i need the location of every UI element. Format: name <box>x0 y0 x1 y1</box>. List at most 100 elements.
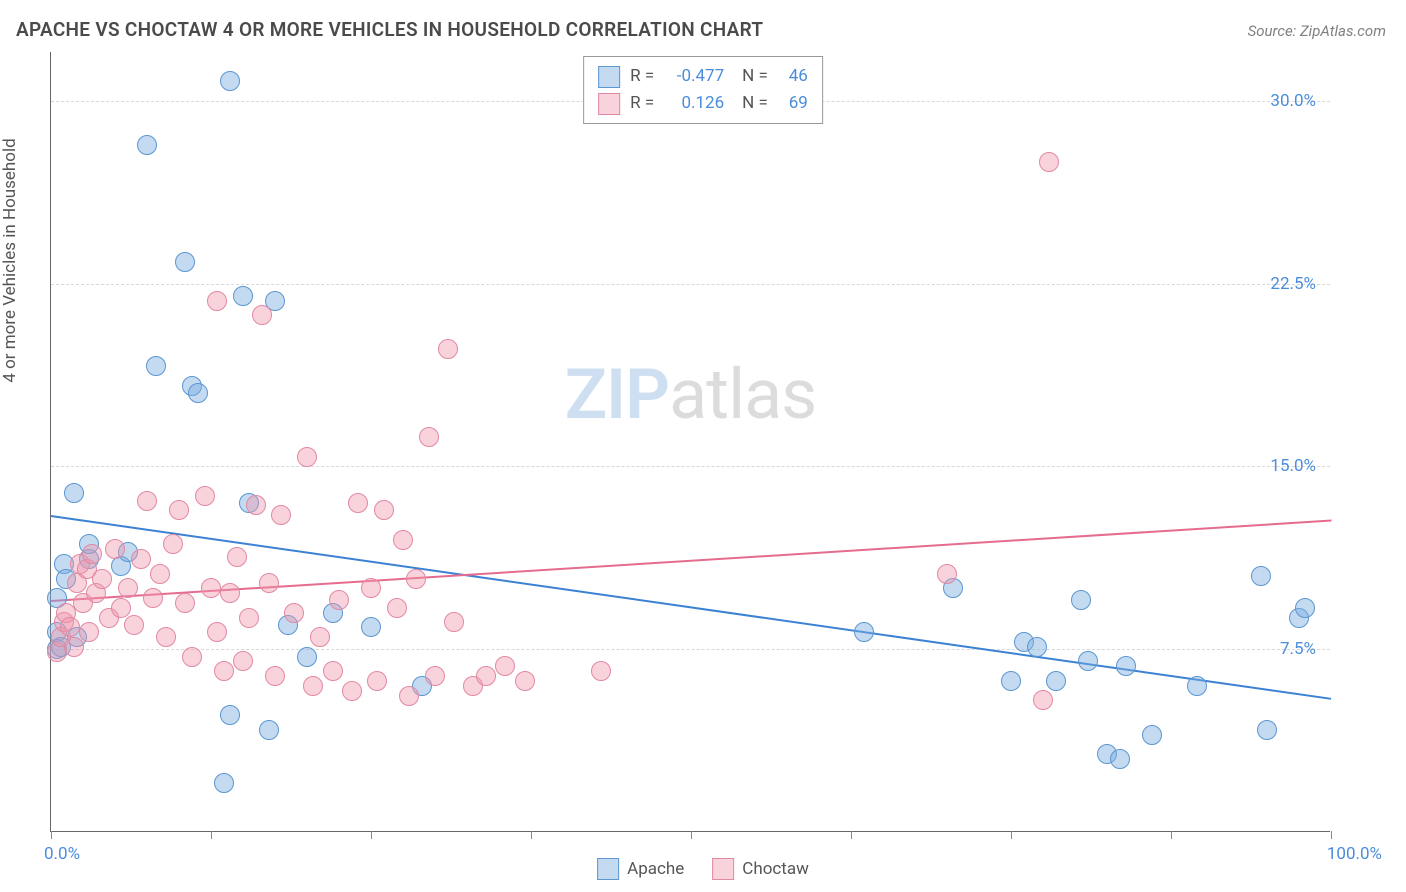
plot-area: ZIPatlas 7.5%15.0%22.5%30.0% <box>50 52 1330 832</box>
legend-swatch <box>598 93 620 115</box>
scatter-point-choctaw <box>937 564 957 584</box>
scatter-point-apache <box>188 383 208 403</box>
scatter-point-choctaw <box>374 500 394 520</box>
stat-n-label: N = <box>742 90 768 117</box>
scatter-point-apache <box>361 617 381 637</box>
stat-r-value: -0.477 <box>664 63 724 90</box>
scatter-point-choctaw <box>297 447 317 467</box>
legend-swatch <box>712 858 734 880</box>
scatter-point-choctaw <box>92 569 112 589</box>
scatter-point-choctaw <box>361 578 381 598</box>
scatter-point-choctaw <box>348 493 368 513</box>
scatter-point-apache <box>297 647 317 667</box>
scatter-point-choctaw <box>515 671 535 691</box>
scatter-point-choctaw <box>131 549 151 569</box>
scatter-point-choctaw <box>367 671 387 691</box>
scatter-point-apache <box>1001 671 1021 691</box>
scatter-point-apache <box>1046 671 1066 691</box>
scatter-point-choctaw <box>259 573 279 593</box>
y-tick-label: 22.5% <box>1270 274 1316 294</box>
scatter-point-apache <box>1116 656 1136 676</box>
scatter-point-apache <box>146 356 166 376</box>
legend-label: Apache <box>627 859 684 879</box>
scatter-point-choctaw <box>252 305 272 325</box>
scatter-point-choctaw <box>82 544 102 564</box>
trend-line-apache <box>51 515 1331 700</box>
scatter-point-choctaw <box>201 578 221 598</box>
scatter-point-choctaw <box>111 598 131 618</box>
scatter-point-choctaw <box>105 539 125 559</box>
scatter-point-choctaw <box>476 666 496 686</box>
stat-n-value: 69 <box>778 90 808 117</box>
scatter-point-choctaw <box>207 622 227 642</box>
scatter-point-apache <box>1142 725 1162 745</box>
scatter-point-choctaw <box>156 627 176 647</box>
y-axis-label: 4 or more Vehicles in Household <box>0 138 20 382</box>
scatter-point-choctaw <box>444 612 464 632</box>
scatter-point-choctaw <box>284 603 304 623</box>
x-axis-min-label: 0.0% <box>44 844 80 864</box>
scatter-point-apache <box>1187 676 1207 696</box>
scatter-point-choctaw <box>137 491 157 511</box>
stats-legend: R =-0.477N =46R =0.126N =69 <box>583 56 823 124</box>
scatter-point-choctaw <box>438 339 458 359</box>
scatter-point-choctaw <box>195 486 215 506</box>
y-tick-label: 30.0% <box>1270 91 1316 111</box>
scatter-point-choctaw <box>118 578 138 598</box>
stat-r-label: R = <box>630 90 654 117</box>
scatter-point-apache <box>64 483 84 503</box>
scatter-point-choctaw <box>265 666 285 686</box>
scatter-point-apache <box>1027 637 1047 657</box>
scatter-point-choctaw <box>175 593 195 613</box>
x-tick <box>851 831 852 839</box>
scatter-point-choctaw <box>233 651 253 671</box>
scatter-point-apache <box>137 135 157 155</box>
scatter-point-apache <box>1110 749 1130 769</box>
scatter-point-choctaw <box>124 615 144 635</box>
scatter-point-choctaw <box>1039 152 1059 172</box>
scatter-point-choctaw <box>227 547 247 567</box>
scatter-point-choctaw <box>342 681 362 701</box>
chart-title: APACHE VS CHOCTAW 4 OR MORE VEHICLES IN … <box>16 18 763 41</box>
scatter-point-apache <box>259 720 279 740</box>
scatter-point-choctaw <box>393 530 413 550</box>
x-tick <box>691 831 692 839</box>
watermark: ZIPatlas <box>565 354 817 436</box>
scatter-point-choctaw <box>182 647 202 667</box>
scatter-point-choctaw <box>220 583 240 603</box>
scatter-point-choctaw <box>207 291 227 311</box>
stat-r-label: R = <box>630 63 654 90</box>
scatter-point-apache <box>1251 566 1271 586</box>
chart-container: APACHE VS CHOCTAW 4 OR MORE VEHICLES IN … <box>0 0 1406 892</box>
scatter-point-choctaw <box>214 661 234 681</box>
scatter-point-choctaw <box>387 598 407 618</box>
scatter-point-choctaw <box>425 666 445 686</box>
gridline <box>51 649 1330 650</box>
scatter-point-choctaw <box>246 495 266 515</box>
scatter-point-choctaw <box>310 627 330 647</box>
series-legend: Apache Choctaw <box>597 858 809 880</box>
gridline <box>51 466 1330 467</box>
x-tick <box>371 831 372 839</box>
x-tick <box>1011 831 1012 839</box>
scatter-point-apache <box>175 252 195 272</box>
watermark-part2: atlas <box>669 354 816 436</box>
gridline <box>51 284 1330 285</box>
scatter-point-choctaw <box>495 656 515 676</box>
stat-n-value: 46 <box>778 63 808 90</box>
x-tick <box>531 831 532 839</box>
watermark-part1: ZIP <box>565 354 669 436</box>
legend-label: Choctaw <box>742 859 809 879</box>
scatter-point-apache <box>214 773 234 793</box>
legend-swatch <box>597 858 619 880</box>
scatter-point-choctaw <box>399 686 419 706</box>
scatter-point-apache <box>1078 651 1098 671</box>
stats-row-choctaw: R =0.126N =69 <box>598 90 808 117</box>
legend-item-choctaw: Choctaw <box>712 858 809 880</box>
scatter-point-apache <box>220 71 240 91</box>
y-tick-label: 15.0% <box>1270 456 1316 476</box>
scatter-point-choctaw <box>1033 690 1053 710</box>
scatter-point-choctaw <box>303 676 323 696</box>
stat-n-label: N = <box>742 63 768 90</box>
scatter-point-choctaw <box>79 622 99 642</box>
